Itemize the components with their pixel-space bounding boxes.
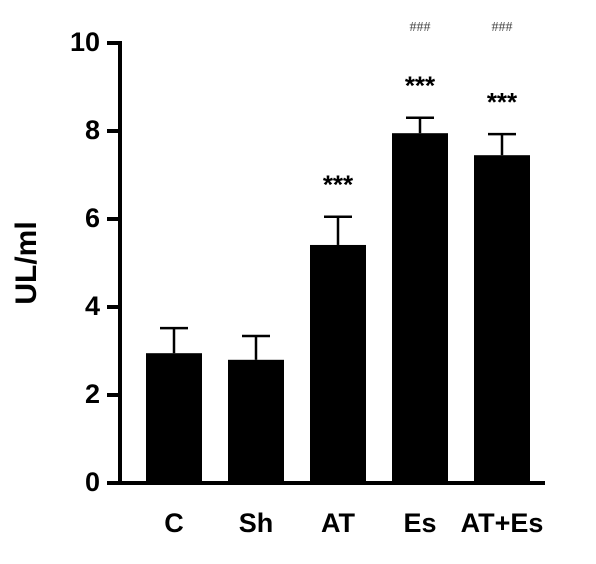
bar	[228, 359, 284, 483]
x-tick-label: C	[164, 508, 184, 538]
bar	[310, 244, 366, 483]
y-tick-label: 4	[85, 291, 100, 321]
significance-stars: ***	[405, 71, 436, 101]
y-tick-label: 8	[85, 115, 100, 145]
x-tick-label: AT	[321, 508, 355, 538]
significance-hashes: ###	[492, 20, 513, 35]
y-tick-label: 10	[70, 27, 100, 57]
bar	[146, 353, 202, 483]
x-tick-label: Sh	[239, 508, 274, 538]
y-tick-label: 6	[85, 203, 100, 233]
x-tick-label: Es	[403, 508, 436, 538]
y-tick-label: 0	[85, 467, 100, 497]
significance-stars: ***	[323, 170, 354, 200]
bar	[474, 155, 530, 483]
y-tick-label: 2	[85, 379, 100, 409]
y-axis-label: UL/ml	[10, 221, 43, 304]
significance-hashes: ###	[410, 20, 431, 35]
bar	[392, 133, 448, 483]
significance-stars: ***	[487, 87, 518, 117]
x-tick-label: AT+Es	[461, 508, 544, 538]
